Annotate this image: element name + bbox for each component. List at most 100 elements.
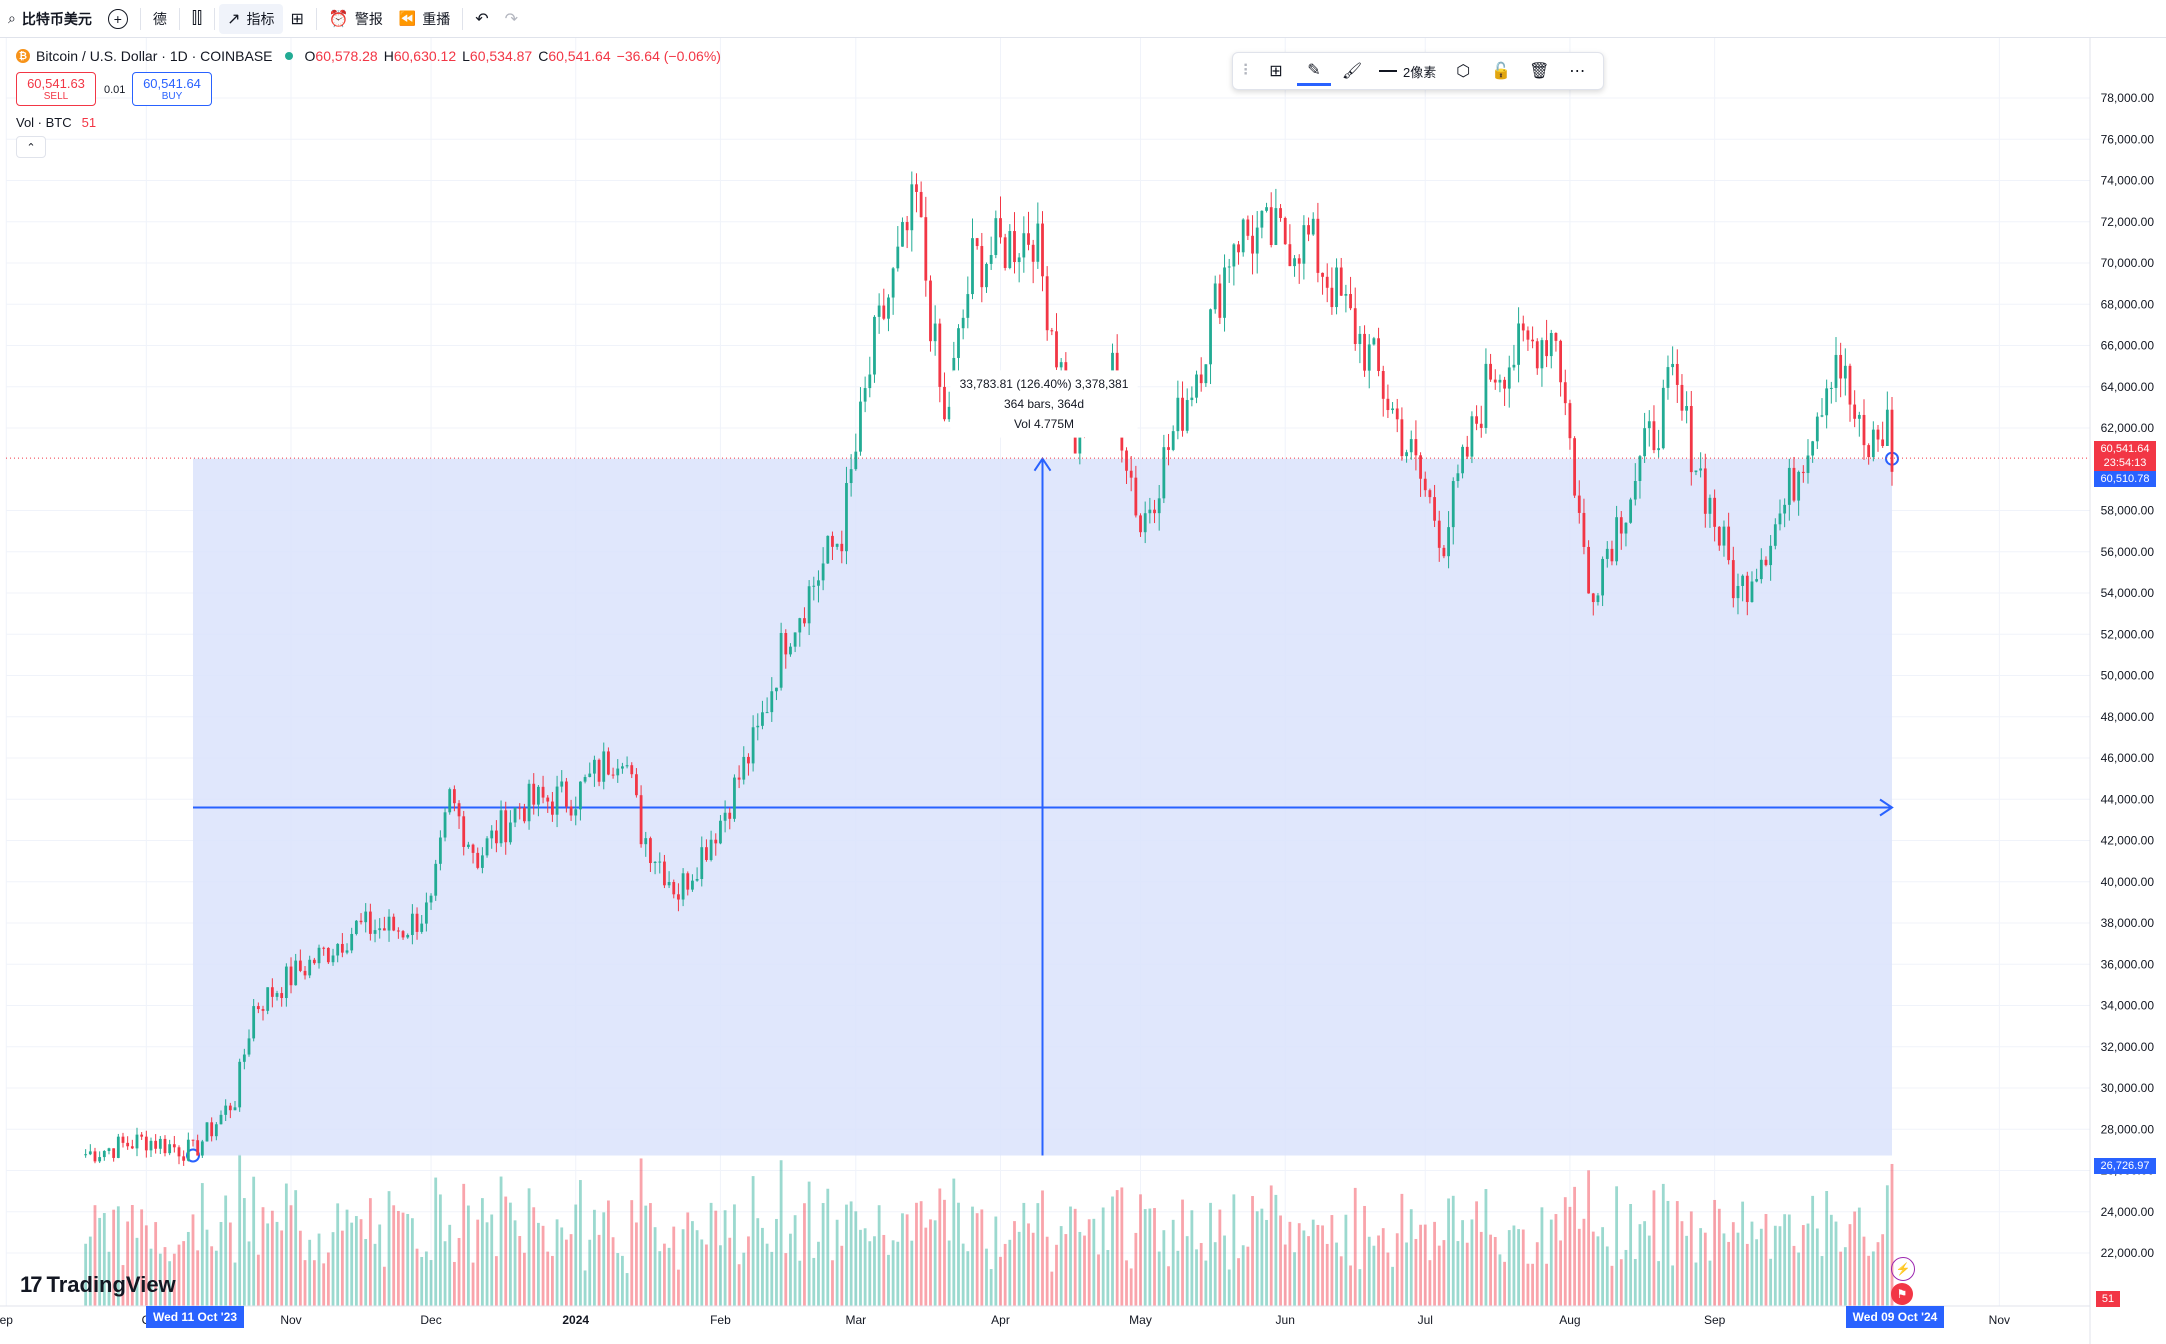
candle-body <box>238 1061 242 1108</box>
candle-body <box>1451 481 1455 528</box>
volume-bar <box>574 1204 578 1306</box>
volume-bar <box>1643 1221 1647 1306</box>
volume-bar <box>1181 1199 1184 1306</box>
volume-bar <box>1106 1250 1110 1306</box>
date-price-range[interactable] <box>6 451 2090 1163</box>
candle-body <box>1619 517 1623 534</box>
drag-handle[interactable]: ⠇ <box>1242 63 1254 80</box>
sell-button[interactable]: 60,541.63 SELL <box>16 72 96 106</box>
volume-bar <box>1344 1214 1348 1306</box>
trash-icon[interactable]: 🗑 <box>1529 63 1550 80</box>
volume-bar <box>1456 1241 1460 1306</box>
volume-bar <box>952 1178 956 1306</box>
candle-body <box>1750 581 1754 603</box>
low-label: L <box>462 48 470 64</box>
candle-body <box>1330 287 1334 308</box>
candle-body <box>210 1122 214 1137</box>
volume-bar <box>186 1231 190 1306</box>
candle-body <box>891 268 895 298</box>
legend-collapse-button[interactable]: ⌃ <box>16 136 46 158</box>
interval-label: 德 <box>152 10 167 27</box>
tradingview-logo[interactable]: 17 TradingView <box>20 1272 176 1298</box>
price-tick-label: 30,000.00 <box>2101 1081 2155 1095</box>
fill-bucket-icon[interactable]: 🖌 <box>1341 63 1363 80</box>
alert-button[interactable]: ⏰ 警报 <box>321 4 391 34</box>
template-grid-icon[interactable]: ⊞ <box>1269 63 1283 80</box>
candle-body <box>1549 333 1553 357</box>
last-price-value: 60,541.64 <box>2100 443 2150 455</box>
lock-icon[interactable]: 🔓 <box>1491 63 1512 80</box>
interval-button[interactable]: 德 <box>145 4 175 34</box>
candle-body <box>1643 428 1647 457</box>
candle-body <box>1489 363 1492 380</box>
line-width-button[interactable]: 2像素 <box>1373 56 1442 86</box>
volume-bar <box>961 1243 965 1306</box>
candle-body <box>611 774 615 776</box>
volume-bar <box>672 1226 676 1306</box>
price-tick-label: 24,000.00 <box>2101 1205 2155 1219</box>
layouts-button[interactable]: ⊞ <box>283 4 312 34</box>
candle-body <box>1050 330 1054 332</box>
volume-bar <box>1064 1234 1068 1306</box>
candle-body <box>317 947 321 964</box>
undo-icon: ↶ <box>475 10 489 28</box>
volume-bar <box>1013 1221 1016 1306</box>
volume-bars <box>84 1154 1894 1306</box>
more-icon[interactable]: ⋯ <box>1569 63 1586 80</box>
candle-body <box>527 783 531 822</box>
volume-bar <box>1073 1208 1077 1306</box>
volume-bar <box>994 1216 998 1306</box>
volume-bar <box>1274 1194 1278 1306</box>
candle-body <box>719 820 722 844</box>
volume-bar <box>700 1239 704 1306</box>
volume-bar <box>1209 1202 1212 1306</box>
volume-bar <box>280 1230 284 1306</box>
volume-bar <box>126 1221 130 1306</box>
candle-body <box>1395 408 1399 420</box>
candle-body <box>569 806 573 816</box>
candle-body <box>1274 208 1278 246</box>
chart-type-button[interactable]: ⫿⫿ <box>184 4 210 34</box>
candle-body <box>639 795 643 845</box>
price-chart[interactable]: 78,000.00 76,000.00 74,000.00 72,000.00 70,0… <box>0 38 2166 1344</box>
candle-body <box>340 943 344 953</box>
symbol-title[interactable]: Bitcoin / U.S. Dollar · 1D · COINBASE <box>36 48 273 64</box>
candle-body <box>1815 416 1819 442</box>
symbol-search-button[interactable]: ⌕ 比特币美元 <box>0 4 100 34</box>
lightning-event-icon[interactable]: ⚡ <box>1891 1257 1915 1281</box>
volume-bar <box>1741 1201 1745 1306</box>
pencil-color-icon[interactable]: ✎ <box>1297 56 1331 86</box>
volume-bar <box>1185 1236 1189 1306</box>
candle-body <box>1563 382 1567 404</box>
candle-body <box>1218 283 1222 318</box>
volume-bar <box>116 1206 120 1306</box>
candle-body <box>1003 237 1007 268</box>
time-tick-label: Nov <box>1989 1313 2010 1327</box>
settings-hex-icon[interactable]: ⬡ <box>1456 63 1471 80</box>
volume-bar <box>1405 1242 1408 1306</box>
candle-body <box>499 810 503 844</box>
volume-value-label: 51 <box>2096 1291 2120 1307</box>
replay-button[interactable]: ⏪ 重播 <box>391 4 458 34</box>
candle-body <box>200 1141 204 1156</box>
redo-button[interactable]: ↷ <box>497 4 526 34</box>
candle-body <box>859 401 862 452</box>
volume-bar <box>1806 1223 1810 1306</box>
candle-body <box>1834 354 1838 388</box>
undo-button[interactable]: ↶ <box>467 4 496 34</box>
buy-button[interactable]: 60,541.64 BUY <box>132 72 212 106</box>
indicators-button[interactable]: ↗ 指标 <box>219 3 283 34</box>
us-flag-event-icon[interactable]: ⚑ <box>1891 1283 1913 1305</box>
candle-body <box>1223 267 1226 318</box>
volume-bar <box>1232 1194 1236 1306</box>
candle-body <box>1171 431 1175 450</box>
compare-add-button[interactable]: + <box>100 4 136 34</box>
volume-bar <box>621 1255 624 1306</box>
volume-legend-label[interactable]: Vol · BTC <box>16 115 72 130</box>
candle-body <box>1237 244 1240 253</box>
volume-bar <box>457 1237 461 1306</box>
candle-body <box>308 959 312 976</box>
volume-bar <box>1045 1236 1049 1306</box>
alert-label: 警报 <box>354 10 383 27</box>
arrow-right-head <box>1879 798 1894 817</box>
